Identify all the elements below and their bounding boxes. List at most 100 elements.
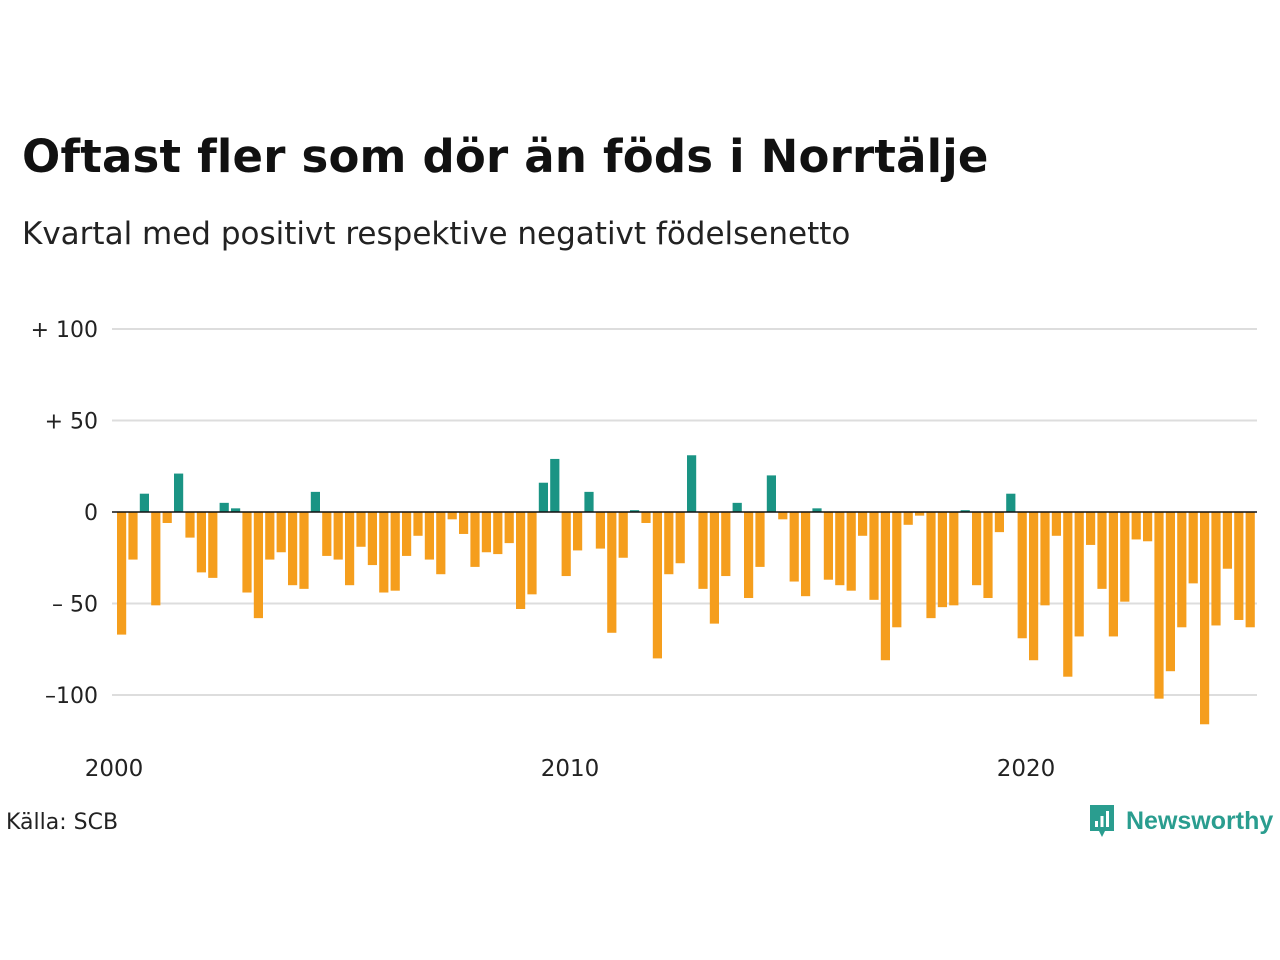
bar xyxy=(219,502,229,512)
bar xyxy=(265,512,275,560)
bar xyxy=(516,512,526,609)
bar xyxy=(253,512,263,619)
bar xyxy=(664,512,674,575)
bar xyxy=(299,512,309,589)
bar xyxy=(732,502,742,512)
bar xyxy=(1154,512,1164,699)
bar xyxy=(402,512,412,556)
bar xyxy=(151,512,161,606)
bar xyxy=(1245,512,1255,628)
bar xyxy=(1086,512,1096,545)
bar xyxy=(607,512,617,633)
bar xyxy=(960,510,970,512)
bar xyxy=(801,512,811,597)
bar xyxy=(687,455,697,512)
bar xyxy=(755,512,765,567)
bar xyxy=(926,512,936,619)
bar xyxy=(139,493,149,512)
bar xyxy=(903,512,913,525)
bar xyxy=(208,512,218,578)
bar xyxy=(1063,512,1073,677)
bar xyxy=(185,512,195,538)
bar xyxy=(345,512,355,586)
bar xyxy=(1165,512,1175,672)
bar xyxy=(288,512,298,586)
bar xyxy=(1120,512,1130,602)
bar xyxy=(869,512,879,600)
bar xyxy=(162,512,172,523)
bar xyxy=(356,512,366,547)
bar xyxy=(835,512,845,586)
bar xyxy=(333,512,343,560)
bar xyxy=(504,512,514,544)
bar xyxy=(1097,512,1107,589)
bar xyxy=(550,458,560,512)
bar xyxy=(470,512,480,567)
bar xyxy=(1029,512,1039,661)
bar xyxy=(436,512,446,575)
bar xyxy=(242,512,252,593)
bar xyxy=(459,512,469,534)
bar xyxy=(231,508,241,512)
bar xyxy=(174,473,184,512)
bar xyxy=(641,512,651,523)
bar xyxy=(527,512,537,595)
y-tick-label: 0 xyxy=(84,501,98,526)
bar xyxy=(630,510,640,512)
bar xyxy=(573,512,583,551)
brand-logo[interactable]: Newsworthy xyxy=(1088,803,1273,839)
bar xyxy=(778,512,788,520)
bar xyxy=(812,508,822,512)
y-tick-label: –100 xyxy=(45,684,98,709)
bar xyxy=(322,512,332,556)
bar xyxy=(1131,512,1141,540)
bar xyxy=(413,512,423,536)
bar xyxy=(447,512,457,520)
bar xyxy=(538,482,548,512)
bar xyxy=(1177,512,1187,628)
bar xyxy=(379,512,389,593)
bar xyxy=(481,512,491,553)
bar xyxy=(584,491,594,512)
bar xyxy=(618,512,628,558)
bar xyxy=(1074,512,1084,637)
bar xyxy=(276,512,286,553)
bar xyxy=(1211,512,1221,626)
source-label: Källa: SCB xyxy=(6,810,119,835)
bar xyxy=(880,512,890,661)
bar xyxy=(949,512,959,606)
bar xyxy=(128,512,138,560)
chart-subtitle: Kvartal med positivt respektive negativt… xyxy=(22,216,851,252)
bar xyxy=(561,512,571,577)
bar xyxy=(858,512,868,536)
bar xyxy=(595,512,605,549)
bar xyxy=(310,491,320,512)
bar-chart: + 100 + 50 0 – 50 –100 2000 2010 2020 xyxy=(31,318,1257,782)
bar xyxy=(823,512,833,580)
bar xyxy=(390,512,400,591)
bar xyxy=(424,512,434,560)
bar xyxy=(1188,512,1198,584)
bar xyxy=(1222,512,1232,569)
bar xyxy=(675,512,685,564)
x-tick-label: 2020 xyxy=(997,756,1056,782)
bar xyxy=(652,512,662,659)
bar xyxy=(196,512,206,573)
y-tick-label: + 50 xyxy=(45,410,98,435)
bar xyxy=(744,512,754,599)
y-tick-label: + 100 xyxy=(31,318,98,343)
bar xyxy=(1051,512,1061,536)
bar xyxy=(1108,512,1118,637)
bar xyxy=(937,512,947,608)
bar xyxy=(367,512,377,566)
bar xyxy=(721,512,731,577)
newsworthy-logo-icon xyxy=(1090,805,1114,837)
bar xyxy=(1017,512,1027,639)
bar xyxy=(117,512,127,635)
chart-title: Oftast fler som dör än föds i Norrtälje xyxy=(22,130,989,183)
bar xyxy=(698,512,708,589)
x-tick-label: 2000 xyxy=(85,756,144,782)
bar xyxy=(493,512,503,555)
bar xyxy=(915,512,925,516)
bar xyxy=(972,512,982,586)
